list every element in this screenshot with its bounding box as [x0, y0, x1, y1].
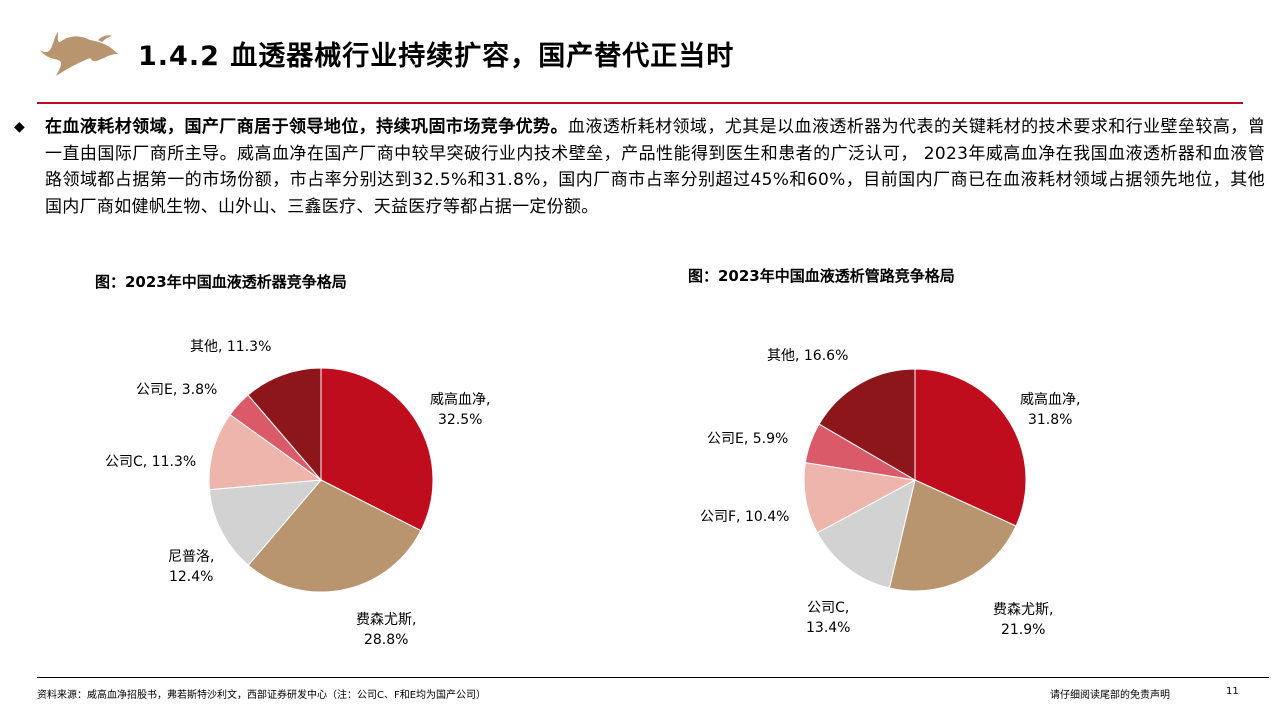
title-divider [37, 102, 1243, 104]
pie1-label-nipro: 尼普洛, 12.4% [168, 547, 214, 587]
chart1-title: 图：2023年中国血液透析器竞争格局 [95, 273, 347, 291]
pie1-label-company-c: 公司C, 11.3% [105, 454, 197, 470]
pie1-label-weigao: 威高血净, 32.5% [430, 390, 490, 430]
pie2-slice-其他 [818, 368, 916, 481]
footer-disclaimer[interactable]: 请仔细阅读尾部的免责声明 [1050, 690, 1170, 701]
chart2-title: 图：2023年中国血液透析管路竞争格局 [688, 267, 955, 285]
label-name: 公司C, [807, 600, 850, 616]
label-value: 32.5% [437, 412, 483, 428]
label-name: 费森尤斯, [356, 612, 417, 628]
pie1-slice-尼普洛 [208, 479, 323, 566]
label-name: 费森尤斯, [993, 602, 1054, 618]
pie1-slice-威高血净 [320, 367, 434, 532]
label-name: 威高血净, [430, 392, 491, 408]
label-value: 28.8% [363, 632, 409, 648]
pie2-slice-威高血净 [914, 368, 1027, 527]
body-lead: 在血液耗材领域，国产厂商居于领导地位，持续巩固市场竞争优势。 [45, 117, 568, 137]
pie2-slice-费森尤斯 [888, 479, 1017, 592]
diamond-bullet-icon: ◆ [14, 119, 25, 135]
label-name: 威高血净, [1020, 392, 1081, 408]
label-value: 12.4% [168, 569, 214, 585]
label-value: 21.9% [1000, 622, 1046, 638]
label-value: 13.4% [806, 620, 851, 636]
page-number: 11 [1226, 686, 1239, 697]
pie2-label-company-f: 公司F, 10.4% [700, 509, 790, 525]
pie1-label-company-e: 公司E, 3.8% [136, 382, 218, 398]
bull-logo [40, 32, 118, 76]
pie2-label-company-c: 公司C, 13.4% [806, 598, 850, 638]
page-title: 1.4.2 血透器械行业持续扩容，国产替代正当时 [138, 41, 735, 72]
footer-divider [37, 677, 1269, 678]
pie1-slice-费森尤斯 [247, 479, 422, 593]
pie2-label-company-e: 公司E, 5.9% [707, 431, 789, 447]
pie1-label-fresenius: 费森尤斯, 28.8% [356, 610, 416, 650]
label-name: 尼普洛, [168, 549, 215, 565]
pie2-label-fresenius: 费森尤斯, 21.9% [993, 600, 1053, 640]
pie2-label-weigao: 威高血净, 31.8% [1020, 390, 1080, 430]
pie2-slice-公司C [816, 479, 916, 589]
pie1-slice-其他 [247, 367, 322, 482]
body-text: 血液透析耗材领域，尤其是以血液透析器为代表的关键耗材的技术要求和行业壁垒较高，曾… [45, 117, 1266, 217]
pie2-slice-公司F [803, 462, 917, 534]
footer-source: 资料来源：威高血净招股书，弗若斯特沙利文，西部证券研发中心（注：公司C、F和E均… [37, 690, 487, 701]
pie1-label-other: 其他, 11.3% [190, 339, 272, 355]
label-value: 31.8% [1027, 412, 1073, 428]
pie2-label-other: 其他, 16.6% [767, 348, 849, 364]
body-paragraph: 在血液耗材领域，国产厂商居于领导地位，持续巩固市场竞争优势。血液透析耗材领域，尤… [45, 114, 1265, 220]
pie1-slice-公司C [208, 413, 323, 491]
